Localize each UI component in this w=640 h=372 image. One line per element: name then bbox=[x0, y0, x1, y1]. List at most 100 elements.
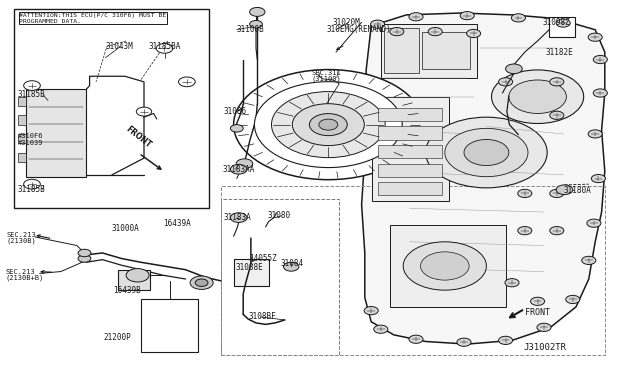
Circle shape bbox=[190, 276, 213, 289]
Circle shape bbox=[179, 77, 195, 87]
Bar bbox=[381, 24, 477, 78]
Text: 16439B: 16439B bbox=[113, 286, 141, 295]
Text: (2130B+B): (2130B+B) bbox=[5, 274, 44, 281]
Text: 31098Z: 31098Z bbox=[543, 18, 570, 27]
Circle shape bbox=[156, 44, 173, 53]
Circle shape bbox=[284, 262, 299, 271]
Text: 31084: 31084 bbox=[280, 259, 303, 267]
Circle shape bbox=[593, 89, 607, 97]
Text: SEC.213: SEC.213 bbox=[6, 232, 36, 238]
Circle shape bbox=[518, 189, 532, 198]
Text: 31183AA: 31183AA bbox=[223, 165, 255, 174]
Circle shape bbox=[78, 249, 91, 257]
Circle shape bbox=[467, 29, 481, 38]
Circle shape bbox=[364, 307, 378, 315]
Text: 31043M: 31043M bbox=[106, 42, 133, 51]
Circle shape bbox=[230, 164, 247, 174]
Bar bbox=[18, 134, 26, 143]
Text: 31185BA: 31185BA bbox=[148, 42, 181, 51]
Circle shape bbox=[587, 219, 601, 227]
Circle shape bbox=[374, 325, 388, 333]
Circle shape bbox=[550, 189, 564, 198]
Circle shape bbox=[531, 297, 545, 305]
Circle shape bbox=[230, 125, 243, 132]
Circle shape bbox=[591, 174, 605, 183]
Circle shape bbox=[24, 81, 40, 90]
Text: #310F6: #310F6 bbox=[18, 133, 44, 139]
Circle shape bbox=[409, 13, 423, 21]
Circle shape bbox=[230, 213, 247, 222]
Text: #31039: #31039 bbox=[18, 140, 44, 146]
Text: 31185B: 31185B bbox=[17, 185, 45, 194]
Circle shape bbox=[371, 20, 385, 28]
Bar bbox=[141, 299, 198, 352]
Bar bbox=[234, 259, 269, 286]
Circle shape bbox=[390, 28, 404, 36]
Circle shape bbox=[403, 242, 486, 290]
Bar bbox=[14, 9, 209, 208]
Text: 31180A: 31180A bbox=[563, 186, 591, 195]
Circle shape bbox=[506, 64, 522, 74]
Text: 31000A: 31000A bbox=[112, 224, 140, 233]
Bar bbox=[221, 186, 605, 355]
Circle shape bbox=[428, 28, 442, 36]
Circle shape bbox=[24, 179, 40, 189]
Text: 31020M: 31020M bbox=[333, 18, 360, 27]
Circle shape bbox=[566, 295, 580, 304]
Text: 31183A: 31183A bbox=[224, 213, 252, 222]
Circle shape bbox=[195, 279, 208, 286]
Text: (31100): (31100) bbox=[312, 75, 341, 82]
Circle shape bbox=[126, 269, 149, 282]
Text: 310EMG(REMAND): 310EMG(REMAND) bbox=[326, 25, 391, 33]
Bar bbox=[378, 182, 442, 195]
Text: (2130B): (2130B) bbox=[6, 238, 36, 244]
Circle shape bbox=[588, 130, 602, 138]
Circle shape bbox=[420, 252, 469, 280]
Text: 31182E: 31182E bbox=[545, 48, 573, 57]
Circle shape bbox=[537, 323, 551, 331]
Bar bbox=[422, 32, 470, 69]
Bar bbox=[372, 97, 449, 201]
Circle shape bbox=[509, 80, 566, 113]
Bar bbox=[26, 89, 86, 177]
Bar bbox=[378, 126, 442, 140]
Circle shape bbox=[78, 255, 91, 262]
Bar bbox=[18, 97, 26, 106]
Text: 16439A: 16439A bbox=[163, 219, 191, 228]
Circle shape bbox=[136, 107, 152, 116]
Text: 31100B: 31100B bbox=[237, 25, 264, 34]
Circle shape bbox=[550, 111, 564, 119]
Circle shape bbox=[492, 70, 584, 124]
Text: 31086: 31086 bbox=[224, 107, 247, 116]
Circle shape bbox=[518, 227, 532, 235]
Text: 14055Z: 14055Z bbox=[250, 254, 277, 263]
Circle shape bbox=[511, 14, 525, 22]
Bar bbox=[378, 108, 442, 121]
Text: SEC.213: SEC.213 bbox=[5, 269, 35, 275]
Bar bbox=[378, 164, 442, 177]
Circle shape bbox=[499, 336, 513, 344]
Circle shape bbox=[505, 279, 519, 287]
Circle shape bbox=[445, 128, 528, 177]
Circle shape bbox=[550, 78, 564, 86]
Text: 31185B: 31185B bbox=[17, 90, 45, 99]
Circle shape bbox=[426, 117, 547, 188]
Text: 3108BF: 3108BF bbox=[248, 312, 276, 321]
Circle shape bbox=[236, 159, 253, 169]
Text: FRONT: FRONT bbox=[525, 308, 550, 317]
Text: #ATTENTION:THIS ECU(P/C 310F6) MUST BE
PROGRAMMED DATA.: #ATTENTION:THIS ECU(P/C 310F6) MUST BE P… bbox=[19, 13, 166, 24]
Polygon shape bbox=[362, 13, 605, 344]
Text: FRONT: FRONT bbox=[124, 125, 153, 150]
Circle shape bbox=[582, 256, 596, 264]
Circle shape bbox=[309, 113, 348, 136]
Bar bbox=[118, 270, 150, 290]
Circle shape bbox=[255, 82, 402, 167]
Text: SEC.311: SEC.311 bbox=[312, 70, 341, 76]
Bar bbox=[18, 153, 26, 162]
Circle shape bbox=[464, 140, 509, 166]
Circle shape bbox=[319, 119, 338, 130]
Text: J31002TR: J31002TR bbox=[524, 343, 566, 352]
Text: 21200P: 21200P bbox=[104, 333, 131, 342]
Text: 31088E: 31088E bbox=[236, 263, 263, 272]
Bar bbox=[221, 199, 339, 355]
